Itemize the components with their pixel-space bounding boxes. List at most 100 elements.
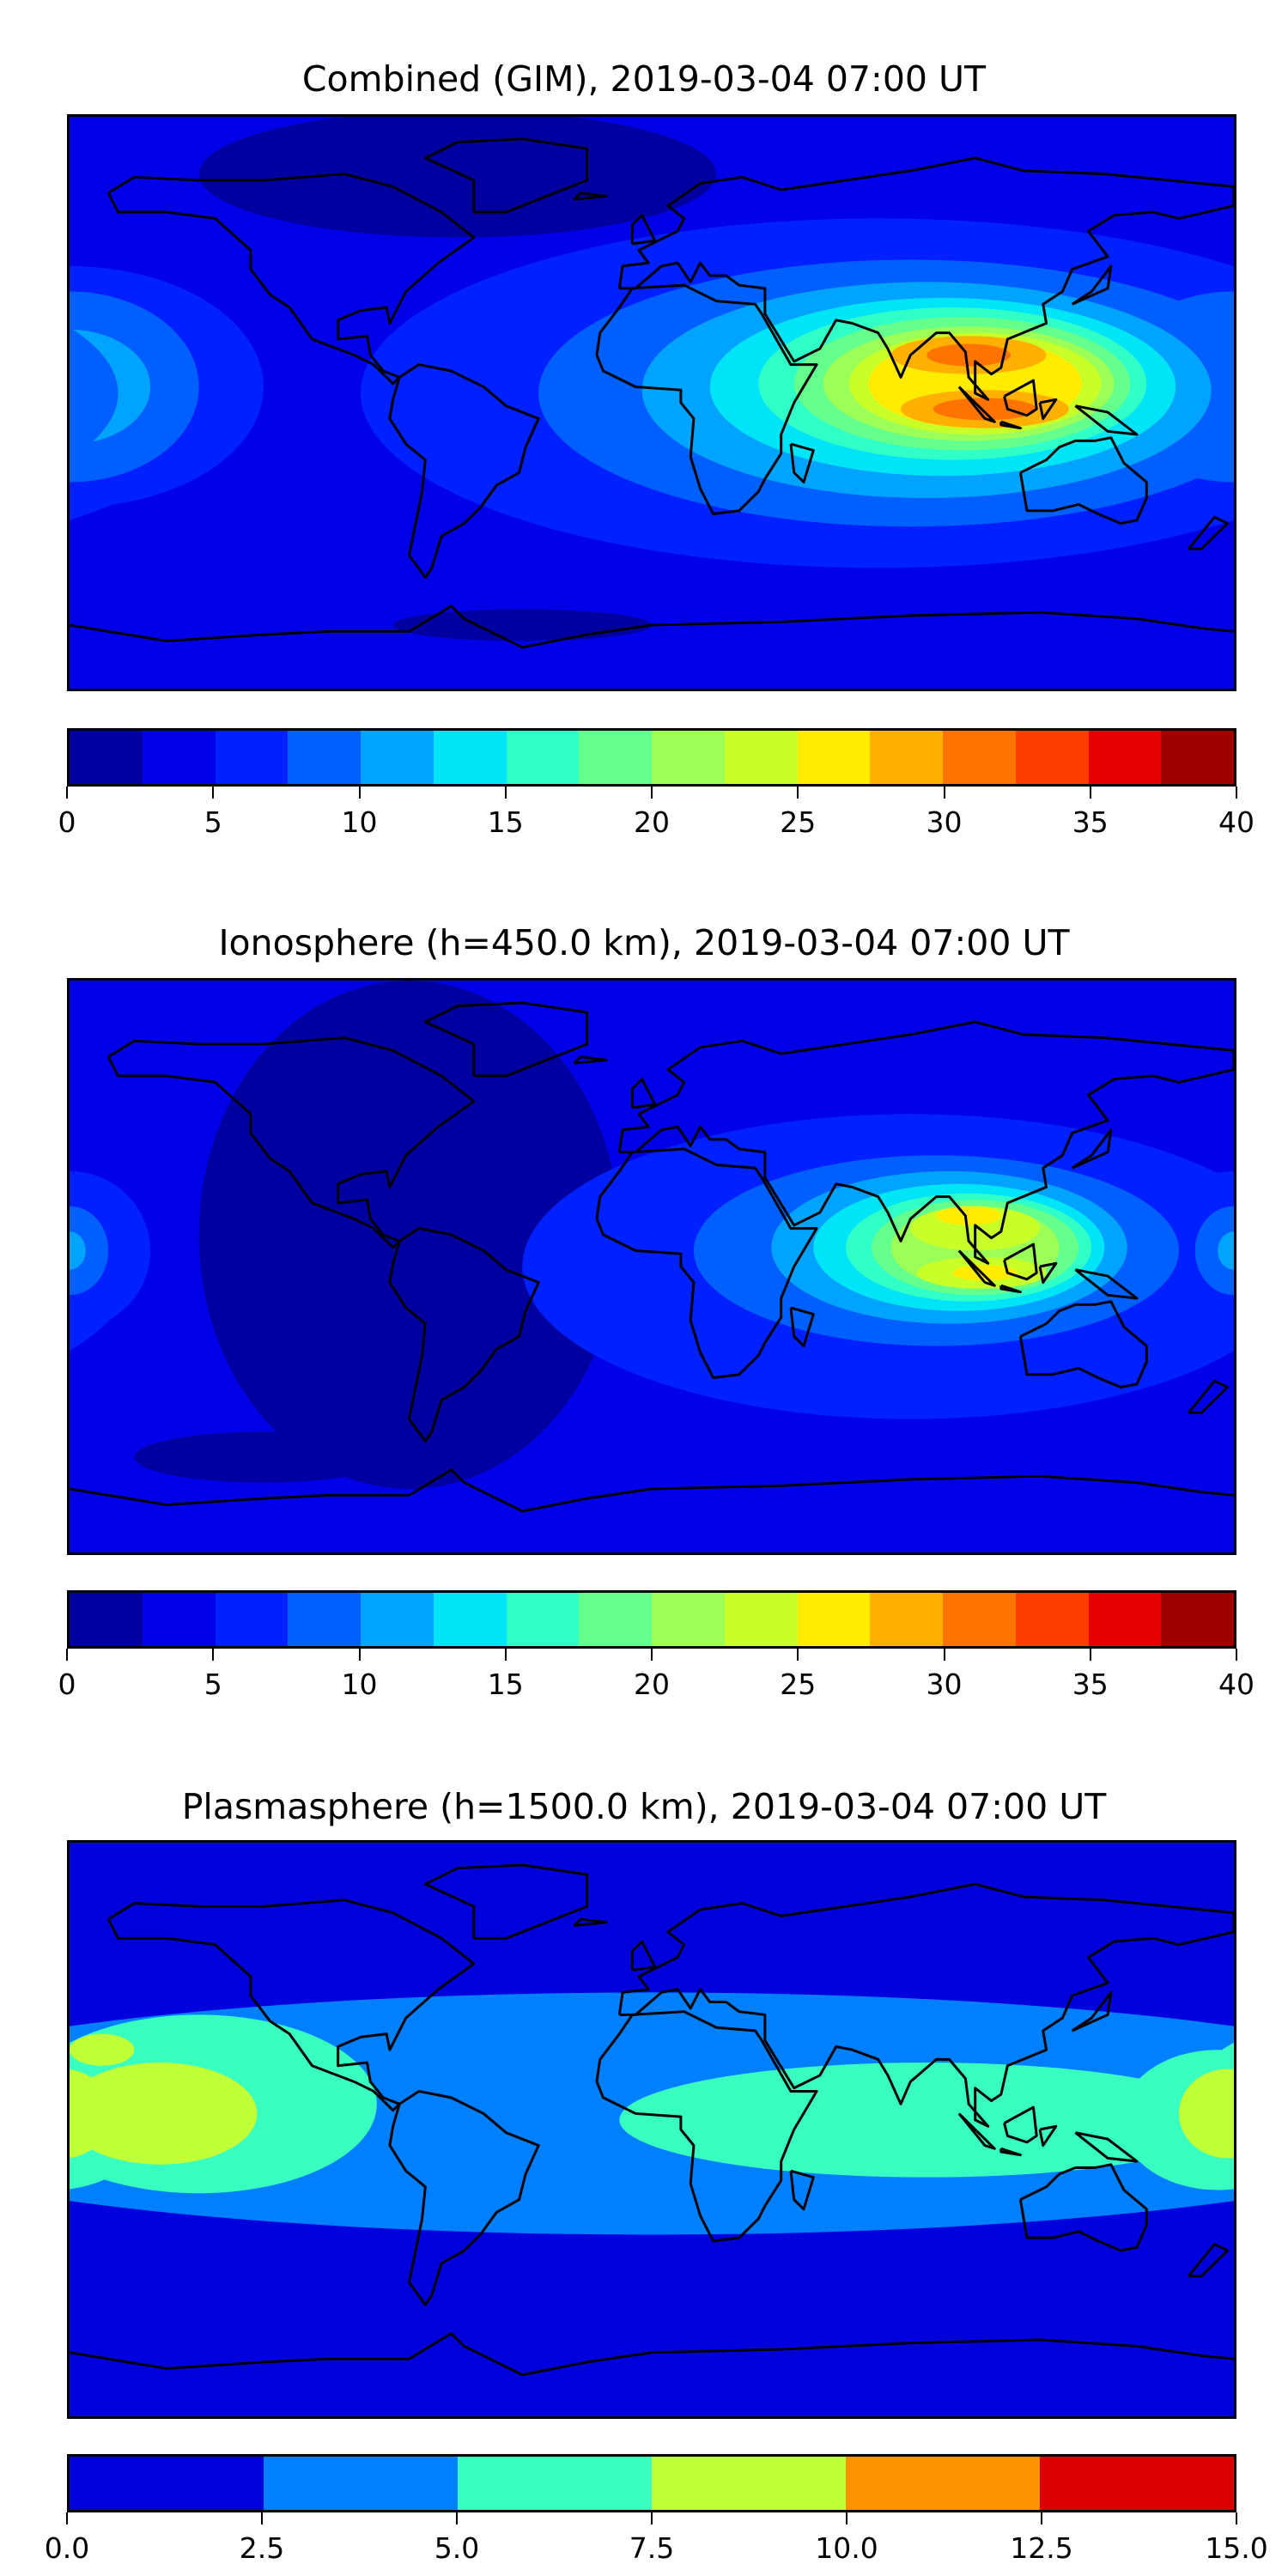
colorbar-segment bbox=[1161, 1593, 1234, 1646]
colorbar-segment bbox=[215, 1593, 289, 1646]
map-combined bbox=[67, 114, 1236, 691]
colorbar-tick-label: 5.0 bbox=[434, 2531, 480, 2565]
contour-region-level-0 bbox=[392, 609, 652, 641]
colorbar-segment bbox=[215, 731, 289, 784]
coastline bbox=[106, 173, 476, 386]
colorbar-segment bbox=[652, 1593, 725, 1646]
colorbar-tick-label: 5 bbox=[204, 1668, 222, 1701]
coastline bbox=[630, 214, 657, 246]
colorbar-tick-label: 30 bbox=[926, 805, 963, 839]
colorbar-tick-mark bbox=[358, 787, 361, 799]
colorbar-tick-mark bbox=[1236, 2512, 1237, 2524]
panel-title-plasmasphere: Plasmasphere (h=1500.0 km), 2019-03-04 0… bbox=[181, 1786, 1107, 1827]
coastline bbox=[617, 156, 1234, 401]
colorbar-segment bbox=[797, 731, 871, 784]
colorbar-tick-label: 20 bbox=[634, 1668, 670, 1701]
colorbar-tick-mark bbox=[943, 1649, 945, 1661]
colorbar-segment bbox=[361, 731, 434, 784]
colorbar-tick-mark bbox=[212, 787, 215, 799]
colorbar-segment bbox=[870, 731, 943, 784]
colorbar-segment bbox=[724, 731, 798, 784]
coastline bbox=[1071, 264, 1113, 306]
colorbar-segment bbox=[70, 731, 143, 784]
contour-region-level-4 bbox=[70, 1231, 86, 1270]
colorbar-tick-label: 10 bbox=[341, 805, 378, 839]
colorbar-tick-mark bbox=[66, 1649, 68, 1661]
colorbar-combined bbox=[67, 728, 1236, 787]
colorbar-tick-mark bbox=[504, 1649, 507, 1661]
coastline bbox=[1018, 436, 1148, 526]
colorbar-ticks-combined: 0 5 10 15 20 25 30 35 40 bbox=[58, 787, 1255, 839]
coastline bbox=[1071, 1990, 1113, 2032]
colorbar-tick-mark bbox=[1236, 1649, 1237, 1661]
colorbar-tick-label: 15 bbox=[487, 1668, 524, 1701]
colorbar-tick-label: 15.0 bbox=[1205, 2531, 1268, 2565]
contour-region-level-12 bbox=[933, 398, 1037, 421]
coastline bbox=[595, 283, 818, 515]
coastline bbox=[388, 1227, 540, 1443]
colorbar-segment bbox=[943, 731, 1016, 784]
contour-region-level-3 bbox=[70, 2033, 135, 2066]
coastline bbox=[999, 1284, 1022, 1294]
coastline bbox=[1003, 2105, 1038, 2144]
colorbar-tick-label: 25 bbox=[780, 805, 817, 839]
colorbar-segment bbox=[142, 731, 216, 784]
colorbar-tick-mark bbox=[651, 787, 653, 799]
colorbar-segment bbox=[724, 1593, 798, 1646]
coastline bbox=[957, 386, 996, 423]
coastline bbox=[423, 1863, 589, 1940]
contour-region-level-3 bbox=[70, 1206, 109, 1296]
colorbar-tick-mark bbox=[66, 2512, 68, 2524]
contour-region-level-12 bbox=[927, 343, 1012, 367]
colorbar-segment bbox=[652, 731, 725, 784]
coastline bbox=[1188, 2243, 1229, 2278]
coastline bbox=[70, 1468, 1234, 1513]
coastline bbox=[789, 442, 815, 483]
coastline bbox=[1038, 2124, 1058, 2148]
coastline bbox=[106, 1036, 476, 1249]
colorbar-segment bbox=[264, 2457, 458, 2510]
colorbar-tick-mark bbox=[1041, 2512, 1042, 2524]
panel-title-combined: Combined (GIM), 2019-03-04 07:00 UT bbox=[301, 58, 987, 100]
colorbar-tick-label: 7.5 bbox=[629, 2531, 675, 2565]
colorbar-tick-label: 10 bbox=[341, 1668, 378, 1701]
coastline bbox=[789, 2169, 815, 2211]
coastline bbox=[1038, 398, 1058, 420]
colorbar-segment bbox=[288, 731, 361, 784]
coastline bbox=[595, 2010, 818, 2243]
coastline bbox=[1074, 1268, 1139, 1300]
colorbar-segment bbox=[70, 2457, 264, 2510]
colorbar-segment bbox=[70, 1593, 143, 1646]
colorbar-segment bbox=[288, 1593, 361, 1646]
contour-region-level-3 bbox=[1194, 1206, 1234, 1296]
coastline bbox=[630, 1078, 657, 1109]
colorbar-tick-mark bbox=[66, 787, 68, 799]
coastline bbox=[1003, 379, 1038, 417]
contour-region-level-3 bbox=[70, 2063, 258, 2165]
panel-title-ionosphere: Ionosphere (h=450.0 km), 2019-03-04 07:0… bbox=[218, 922, 1070, 963]
contour-region-level-3 bbox=[70, 327, 118, 459]
colorbar-tick-label: 25 bbox=[780, 1668, 817, 1701]
colorbar-tick-label: 35 bbox=[1072, 805, 1109, 839]
colorbar-tick-label: 30 bbox=[926, 1668, 963, 1701]
colorbar-segment bbox=[506, 1593, 580, 1646]
coastline bbox=[595, 1147, 818, 1379]
coastline bbox=[999, 2147, 1022, 2157]
colorbar-segment bbox=[1040, 2457, 1234, 2510]
colorbar-tick-label: 15 bbox=[487, 805, 524, 839]
colorbar-tick-mark bbox=[651, 2512, 653, 2524]
colorbar-segment bbox=[797, 1593, 871, 1646]
coastline bbox=[423, 137, 589, 214]
colorbar-segment bbox=[433, 731, 507, 784]
colorbar-ticks-ionosphere: 0 5 10 15 20 25 30 35 40 bbox=[58, 1649, 1255, 1701]
colorbar-tick-mark bbox=[358, 1649, 361, 1661]
colorbar-segment bbox=[506, 731, 580, 784]
coastline bbox=[1074, 2131, 1139, 2163]
colorbar-segment bbox=[1088, 731, 1162, 784]
colorbar-tick-mark bbox=[943, 787, 945, 799]
colorbar-segment bbox=[1088, 1593, 1162, 1646]
coastline bbox=[999, 420, 1022, 430]
colorbar-ionosphere bbox=[67, 1590, 1236, 1649]
colorbar-tick-label: 0.0 bbox=[44, 2531, 90, 2565]
